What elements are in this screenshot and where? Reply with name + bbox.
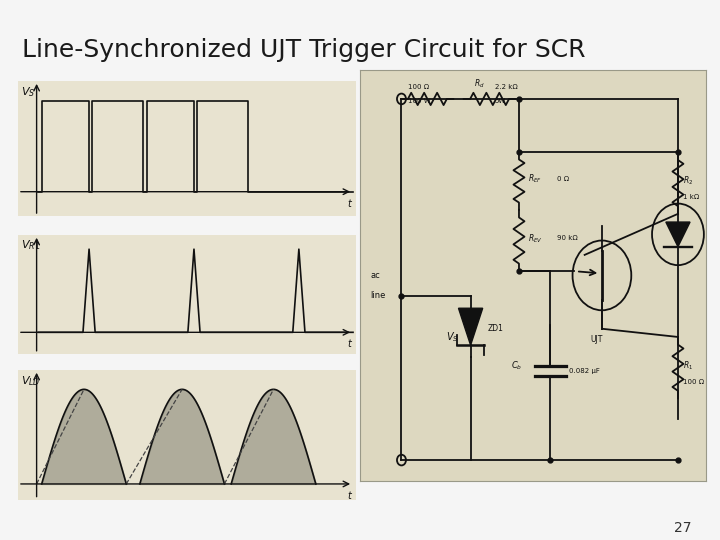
Text: 100 Ω: 100 Ω [408,84,430,90]
Text: $V_{LD}$: $V_{LD}$ [22,374,41,388]
Polygon shape [459,308,482,345]
Text: $V_{R1}$: $V_{R1}$ [22,239,40,252]
Text: 2.2 kΩ: 2.2 kΩ [495,84,518,90]
Text: $R_{EV}$: $R_{EV}$ [528,232,542,245]
Text: $V_S$: $V_S$ [22,85,36,99]
Text: $R_d$: $R_d$ [474,77,485,90]
Text: $R_1$: $R_1$ [683,360,693,372]
Text: ZD1: ZD1 [488,324,504,333]
Text: $t$: $t$ [347,489,353,501]
Text: 90 kΩ: 90 kΩ [557,235,577,241]
Text: 1 kΩ: 1 kΩ [683,194,699,200]
Text: 100 Ω: 100 Ω [683,379,704,385]
Text: Line-Synchronized UJT Trigger Circuit for SCR: Line-Synchronized UJT Trigger Circuit fo… [22,38,585,62]
Text: 0 Ω: 0 Ω [557,176,569,182]
Text: ac: ac [370,271,380,280]
Text: 27: 27 [674,521,691,535]
Text: $R_2$: $R_2$ [683,175,693,187]
Polygon shape [666,222,690,247]
Text: line: line [370,292,386,300]
Text: UJT: UJT [590,335,603,344]
Text: $t$: $t$ [347,197,353,209]
Text: 100 W: 100 W [408,98,431,104]
Text: 0.082 μF: 0.082 μF [569,368,600,374]
Text: $V_S$: $V_S$ [446,330,459,344]
Text: $t$: $t$ [347,337,353,349]
Text: $C_b$: $C_b$ [511,360,523,372]
Text: $R_{EF}$: $R_{EF}$ [528,173,541,185]
Text: 5W: 5W [495,98,506,104]
